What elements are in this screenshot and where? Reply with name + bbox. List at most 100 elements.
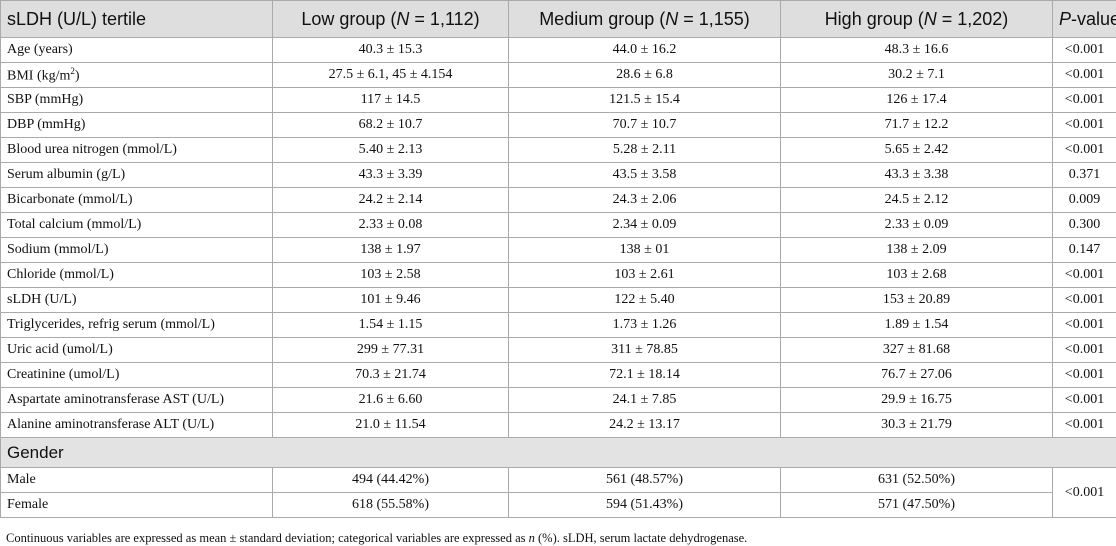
cell: 44.0 ± 16.2 — [508, 37, 781, 63]
row-label: SBP (mmHg) — [0, 87, 273, 113]
label-text: BMI (kg/m — [7, 68, 71, 84]
p-value: <0.001 — [1052, 467, 1116, 518]
row-label: Sodium (mmol/L) — [0, 237, 273, 263]
cell: 24.5 ± 2.12 — [780, 187, 1053, 213]
row-label: DBP (mmHg) — [0, 112, 273, 138]
label-text: SBP (mmHg) — [7, 92, 84, 107]
cell: 2.33 ± 0.09 — [780, 212, 1053, 238]
cell: 27.5 ± 6.1, 45 ± 4.154 — [272, 62, 509, 88]
data-table: sLDH (U/L) tertile Low group (N = 1,112)… — [0, 0, 1116, 518]
row-label: BMI (kg/m2) — [0, 62, 273, 88]
table-row: Serum albumin (g/L) 43.3 ± 3.39 43.5 ± 3.5… — [0, 162, 1116, 188]
header-cell: P-value — [1052, 0, 1116, 38]
footnote-text: n — [528, 531, 535, 545]
cell: 68.2 ± 10.7 — [272, 112, 509, 138]
cell: 21.0 ± 11.54 — [272, 412, 509, 438]
cell: 24.3 ± 2.06 — [508, 187, 781, 213]
cell: 43.3 ± 3.38 — [780, 162, 1053, 188]
table-body: Age (years) 40.3 ± 15.3 44.0 ± 16.2 48.3 ± … — [0, 37, 1116, 518]
cell: 122 ± 5.40 — [508, 287, 781, 313]
table-row: Female 618 (55.58%) 594 (51.43%) 571 (47.50… — [0, 492, 1116, 518]
table-row: Aspartate aminotransferase AST (U/L) 21.6… — [0, 387, 1116, 413]
footnote-text: (%). sLDH, serum lactate dehydrogenase. — [534, 531, 748, 545]
row-label: Aspartate aminotransferase AST (U/L) — [0, 387, 273, 413]
table-row: sLDH (U/L) 101 ± 9.46 122 ± 5.40 153 ± 20.8… — [0, 287, 1116, 313]
table-row: Triglycerides, refrig serum (mmol/L) 1.54… — [0, 312, 1116, 338]
table-row: Uric acid (umol/L) 299 ± 77.31 311 ± 78.85… — [0, 337, 1116, 363]
row-label: Chloride (mmol/L) — [0, 262, 273, 288]
header-text: sLDH (U/L) tertile — [7, 8, 147, 29]
table-row: SBP (mmHg) 117 ± 14.5 121.5 ± 15.4 126 ± 17… — [0, 87, 1116, 113]
table-row: Blood urea nitrogen (mmol/L) 5.40 ± 2.13 5… — [0, 137, 1116, 163]
cell: 101 ± 9.46 — [272, 287, 509, 313]
row-label: Age (years) — [0, 37, 273, 63]
label-text: Age (years) — [7, 42, 73, 57]
cell: 40.3 ± 15.3 — [272, 37, 509, 63]
p-value: <0.001 — [1052, 62, 1116, 88]
label-text: Bicarbonate (mmol/L) — [7, 192, 133, 207]
p-value: <0.001 — [1052, 362, 1116, 388]
table-row: Alanine aminotransferase ALT (U/L) 21.0 ±… — [0, 412, 1116, 438]
cell: 2.34 ± 0.09 — [508, 212, 781, 238]
table-row: DBP (mmHg) 68.2 ± 10.7 70.7 ± 10.7 71.7 ± 1… — [0, 112, 1116, 138]
cell: 30.3 ± 21.79 — [780, 412, 1053, 438]
label-text: Chloride (mmol/L) — [7, 267, 114, 282]
cell: 126 ± 17.4 — [780, 87, 1053, 113]
cell: 24.2 ± 13.17 — [508, 412, 781, 438]
p-value: <0.001 — [1052, 337, 1116, 363]
cell: 5.40 ± 2.13 — [272, 137, 509, 163]
table-row: Male 494 (44.42%) 561 (48.57%) 631 (52.50%)… — [0, 467, 1116, 518]
cell: 24.2 ± 2.14 — [272, 187, 509, 213]
row-label: Blood urea nitrogen (mmol/L) — [0, 137, 273, 163]
cell: 1.73 ± 1.26 — [508, 312, 781, 338]
header-text: Medium group ( — [539, 8, 666, 29]
cell: 121.5 ± 15.4 — [508, 87, 781, 113]
p-value: 0.371 — [1052, 162, 1116, 188]
cell: 103 ± 2.58 — [272, 262, 509, 288]
p-value: 0.147 — [1052, 237, 1116, 263]
label-text: Alanine aminotransferase ALT (U/L) — [7, 417, 215, 432]
p-value: <0.001 — [1052, 312, 1116, 338]
header-cell: Medium group (N = 1,155) — [508, 0, 781, 38]
label-text: 2 — [70, 65, 75, 76]
cell: 76.7 ± 27.06 — [780, 362, 1053, 388]
row-label: Creatinine (umol/L) — [0, 362, 273, 388]
cell: 24.1 ± 7.85 — [508, 387, 781, 413]
header-text: -value — [1071, 8, 1116, 29]
cell: 561 (48.57%) — [508, 467, 781, 493]
p-value: <0.001 — [1052, 262, 1116, 288]
cell: 43.5 ± 3.58 — [508, 162, 781, 188]
cell: 594 (51.43%) — [508, 492, 781, 518]
table-row: Chloride (mmol/L) 103 ± 2.58 103 ± 2.61 103… — [0, 262, 1116, 288]
p-value: <0.001 — [1052, 112, 1116, 138]
row-label: Uric acid (umol/L) — [0, 337, 273, 363]
row-label: sLDH (U/L) — [0, 287, 273, 313]
cell: 138 ± 1.97 — [272, 237, 509, 263]
header-cell: Low group (N = 1,112) — [272, 0, 509, 38]
header-text: = 1,112) — [409, 8, 480, 29]
p-value: <0.001 — [1052, 87, 1116, 113]
cell: 1.54 ± 1.15 — [272, 312, 509, 338]
header-text: N — [923, 8, 937, 29]
section-title: Gender — [0, 437, 1116, 468]
cell: 311 ± 78.85 — [508, 337, 781, 363]
cell: 299 ± 77.31 — [272, 337, 509, 363]
footnote-text: Continuous variables are expressed as me… — [6, 531, 529, 545]
row-label: Total calcium (mmol/L) — [0, 212, 273, 238]
row-label: Male — [0, 467, 273, 493]
cell: 2.33 ± 0.08 — [272, 212, 509, 238]
p-value: 0.009 — [1052, 187, 1116, 213]
label-text: Aspartate aminotransferase AST (U/L) — [7, 392, 225, 407]
header-text: Low group ( — [301, 8, 397, 29]
header-text: N — [665, 8, 679, 29]
cell: 103 ± 2.61 — [508, 262, 781, 288]
p-value: <0.001 — [1052, 137, 1116, 163]
cell: 5.65 ± 2.42 — [780, 137, 1053, 163]
label-text: Triglycerides, refrig serum (mmol/L) — [7, 317, 215, 332]
table-row: Creatinine (umol/L) 70.3 ± 21.74 72.1 ± 18… — [0, 362, 1116, 388]
header-text: N — [396, 8, 410, 29]
p-value: 0.300 — [1052, 212, 1116, 238]
label-text: DBP (mmHg) — [7, 117, 86, 132]
label-text: sLDH (U/L) — [7, 292, 77, 307]
